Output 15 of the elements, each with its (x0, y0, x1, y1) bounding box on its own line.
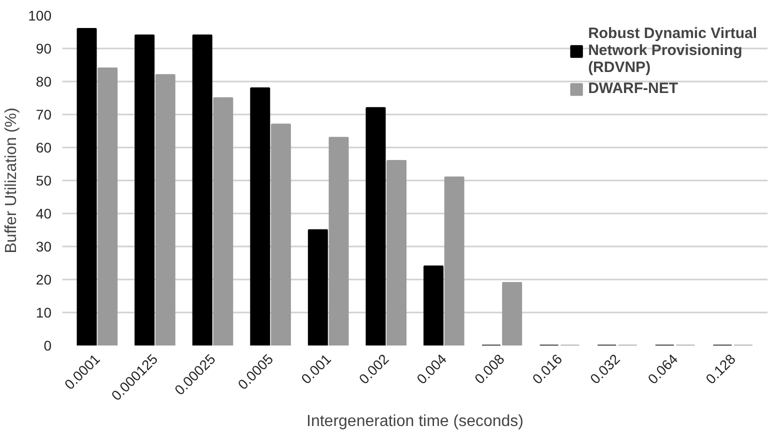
legend-label: Robust Dynamic Virtual Network Provisioning (RDVNP) (588, 25, 757, 76)
y-tick-label: 40 (36, 206, 52, 222)
y-tick-label: 80 (36, 74, 52, 90)
y-tick-label: 60 (36, 140, 52, 156)
legend-label: DWARF-NET (588, 80, 678, 97)
y-tick-label: 50 (36, 172, 52, 188)
y-tick-label: 10 (36, 304, 52, 320)
y-tick-label: 30 (36, 238, 52, 254)
y-axis-title: Buffer Utilization (%) (3, 108, 20, 254)
x-axis-title: Intergeneration time (seconds) (306, 412, 524, 430)
y-tick-label: 0 (44, 338, 52, 354)
y-tick-label: 70 (36, 106, 52, 122)
y-tick-label: 20 (36, 272, 52, 288)
y-tick-label: 100 (28, 8, 52, 24)
y-tick-label: 90 (36, 40, 52, 56)
